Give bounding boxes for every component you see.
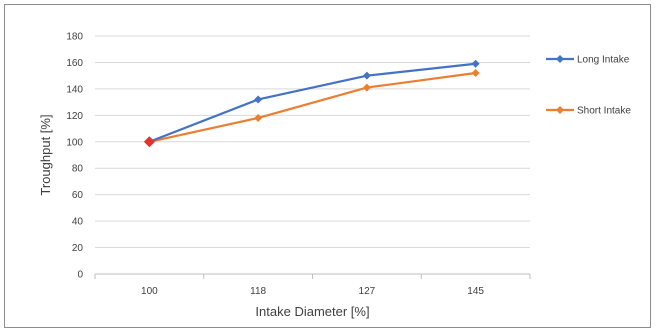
series-group xyxy=(144,60,480,148)
y-tick-label: 140 xyxy=(66,84,83,95)
data-point-long-intake xyxy=(254,95,262,103)
data-point-short-intake xyxy=(363,84,371,92)
x-tick-labels: 100 118 127 145 xyxy=(141,286,484,297)
y-tick-label: 120 xyxy=(66,111,83,122)
y-tick-label: 20 xyxy=(72,243,84,254)
legend-marker-long-intake xyxy=(556,55,564,63)
legend: Long Intake Short Intake xyxy=(546,55,631,117)
x-tick-label: 100 xyxy=(141,286,158,297)
legend-label-long-intake: Long Intake xyxy=(577,55,630,66)
highlight-point-marker xyxy=(144,136,155,147)
x-axis-title: Intake Diameter [%] xyxy=(255,304,369,319)
gridlines xyxy=(95,36,530,279)
y-tick-label: 80 xyxy=(72,164,84,175)
legend-marker-short-intake xyxy=(556,106,564,114)
x-tick-label: 127 xyxy=(359,286,376,297)
y-tick-label: 160 xyxy=(66,58,83,69)
x-tick-label: 145 xyxy=(467,286,484,297)
y-axis-title: Troughput [%] xyxy=(38,114,53,195)
y-tick-label: 60 xyxy=(72,190,84,201)
data-point-short-intake xyxy=(472,69,480,77)
y-tick-label: 100 xyxy=(66,137,83,148)
data-point-long-intake xyxy=(472,60,480,68)
legend-label-short-intake: Short Intake xyxy=(577,106,631,117)
x-tick-label: 118 xyxy=(250,286,266,297)
y-tick-label: 40 xyxy=(72,217,84,228)
series-line-short-intake xyxy=(149,73,475,142)
y-tick-label: 0 xyxy=(77,270,83,281)
y-tick-label: 180 xyxy=(66,32,83,43)
data-point-long-intake xyxy=(363,72,371,80)
y-tick-labels: 0 20 40 60 80 100 120 140 160 180 xyxy=(66,32,83,281)
